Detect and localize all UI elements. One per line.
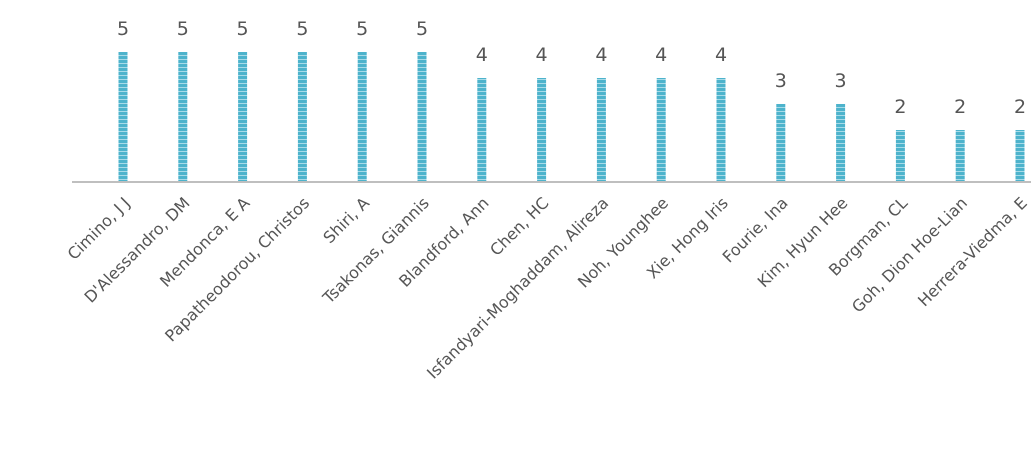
data-label: 5 [416, 18, 428, 40]
bar [1015, 130, 1025, 182]
bars-group [118, 52, 1025, 182]
data-label: 2 [1014, 96, 1026, 118]
data-label: 5 [296, 18, 308, 40]
bar [895, 130, 905, 182]
bar [178, 52, 188, 182]
x-tick-label: Shiri, A [319, 193, 373, 247]
bar [297, 52, 307, 182]
bar [716, 78, 726, 182]
data-label: 4 [655, 44, 667, 66]
data-label: 4 [595, 44, 607, 66]
bar [656, 78, 666, 182]
bar [596, 78, 606, 182]
data-label: 5 [117, 18, 129, 40]
x-tick-label: Tsakonas, Giannis [318, 193, 432, 307]
data-label: 3 [775, 70, 787, 92]
data-label: 4 [536, 44, 548, 66]
bar [836, 104, 846, 182]
bar [118, 52, 128, 182]
data-label: 2 [954, 96, 966, 118]
x-tick-label: Herrera-Viedma, E [914, 193, 1031, 310]
bar [537, 78, 547, 182]
x-tick-label: Goh, Dion Hoe-Lian [848, 193, 971, 316]
data-label: 4 [715, 44, 727, 66]
bar [776, 104, 786, 182]
data-label: 2 [894, 96, 906, 118]
data-labels-group: 5 5 5 5 5 5 4 4 4 4 4 3 3 2 2 2 [117, 18, 1026, 118]
data-label: 5 [356, 18, 368, 40]
bar [477, 78, 487, 182]
bar [955, 130, 965, 182]
data-label: 5 [177, 18, 189, 40]
data-label: 4 [476, 44, 488, 66]
data-label: 5 [237, 18, 249, 40]
x-tick-label: D'Alessandro, DM [80, 193, 193, 306]
bar [357, 52, 367, 182]
bar [417, 52, 427, 182]
data-label: 3 [835, 70, 847, 92]
bar [238, 52, 248, 182]
